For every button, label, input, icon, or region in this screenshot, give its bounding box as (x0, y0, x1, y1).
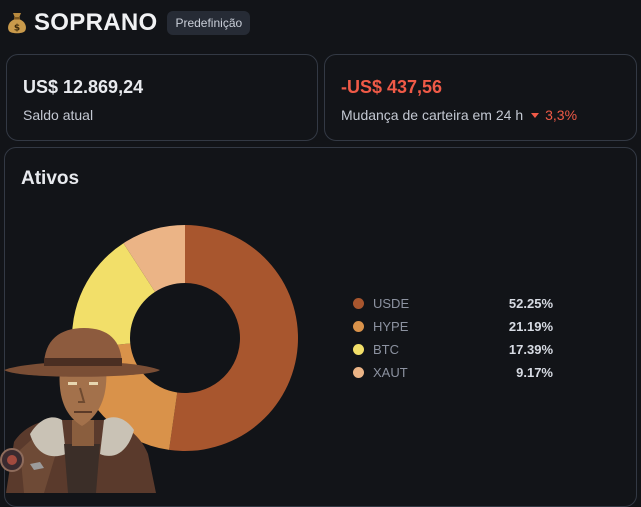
svg-text:$: $ (14, 24, 20, 34)
legend-swatch (353, 367, 364, 378)
caret-down-icon (531, 112, 540, 118)
wallet-title: SOPRANO (34, 9, 158, 36)
donut-slice-btc[interactable] (72, 243, 156, 350)
balance-label: Saldo atual (23, 107, 94, 123)
legend-label: XAUT (373, 365, 408, 380)
change-card: -US$ 437,56 Mudança de carteira em 24 h … (324, 54, 637, 141)
legend-percent: 21.19% (508, 319, 553, 334)
donut-slice-xaut[interactable] (123, 225, 185, 292)
legend-item-xaut[interactable]: XAUT 9.17% (353, 361, 553, 384)
money-bag-icon: $ (7, 11, 27, 35)
change-label: Mudança de carteira em 24 h (341, 107, 524, 123)
change-row: Mudança de carteira em 24 h 3,3% (341, 107, 577, 123)
allocation-legend: USDE 52.25% HYPE 21.19% BTC 17.39% XAUT 9.17% (353, 292, 553, 384)
balance-card: US$ 12.869,24 Saldo atual (6, 54, 318, 141)
legend-swatch (353, 344, 364, 355)
legend-swatch (353, 298, 364, 309)
assets-title: Ativos (21, 168, 80, 189)
legend-item-btc[interactable]: BTC 17.39% (353, 338, 553, 361)
user-avatar (0, 328, 160, 493)
change-percent: 3,3% (545, 107, 578, 123)
legend-swatch (353, 321, 364, 332)
legend-percent: 52.25% (508, 296, 553, 311)
portfolio-header: $ SOPRANO Predefinição (7, 8, 251, 38)
legend-percent: 17.39% (508, 342, 553, 357)
legend-label: USDE (373, 296, 410, 311)
change-value: -US$ 437,56 (341, 77, 443, 97)
preset-badge[interactable]: Predefinição (167, 11, 251, 35)
legend-label: HYPE (373, 319, 409, 334)
donut-slice-usde[interactable] (169, 225, 298, 451)
legend-item-hype[interactable]: HYPE 21.19% (353, 315, 553, 338)
legend-item-usde[interactable]: USDE 52.25% (353, 292, 553, 315)
legend-percent: 9.17% (516, 365, 553, 380)
legend-label: BTC (373, 342, 399, 357)
balance-value: US$ 12.869,24 (23, 77, 144, 97)
